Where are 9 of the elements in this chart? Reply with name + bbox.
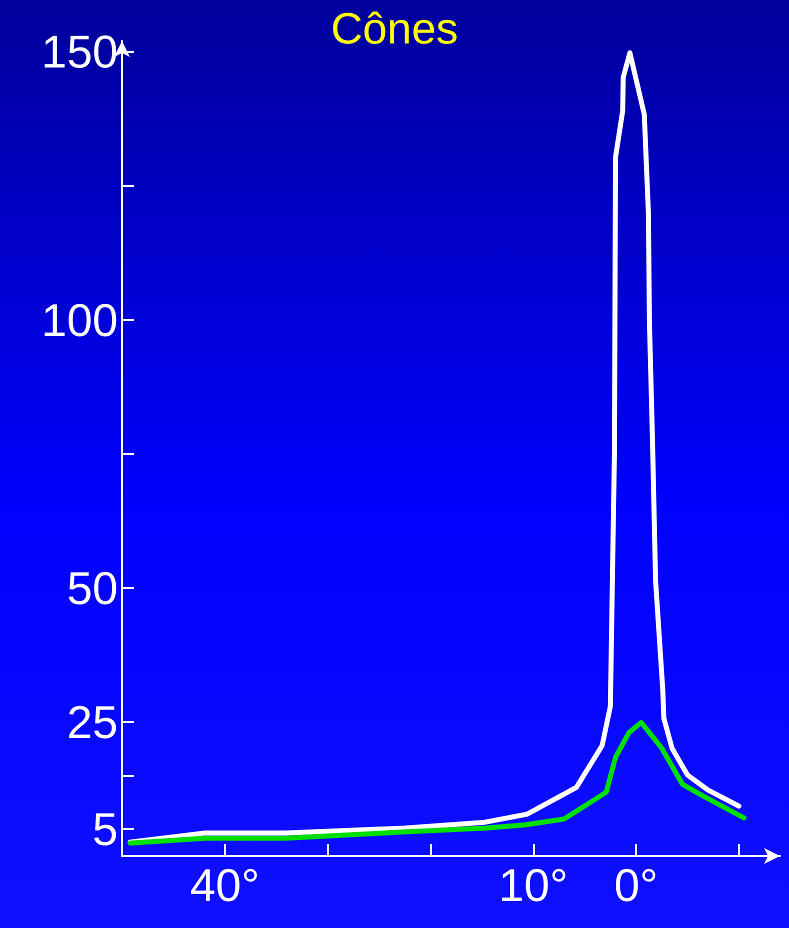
y-tick-label: 5	[92, 803, 118, 856]
y-tick-label: 100	[41, 294, 118, 346]
x-tick-label: 10°	[498, 859, 568, 911]
x-tick-label: 40°	[190, 859, 260, 911]
y-tick-label: 150	[41, 26, 118, 78]
x-tick-label: 0°	[614, 859, 658, 911]
y-tick-label: 25	[66, 696, 118, 748]
chart-title: Cônes	[330, 4, 458, 54]
y-tick-label: 50	[66, 562, 118, 614]
